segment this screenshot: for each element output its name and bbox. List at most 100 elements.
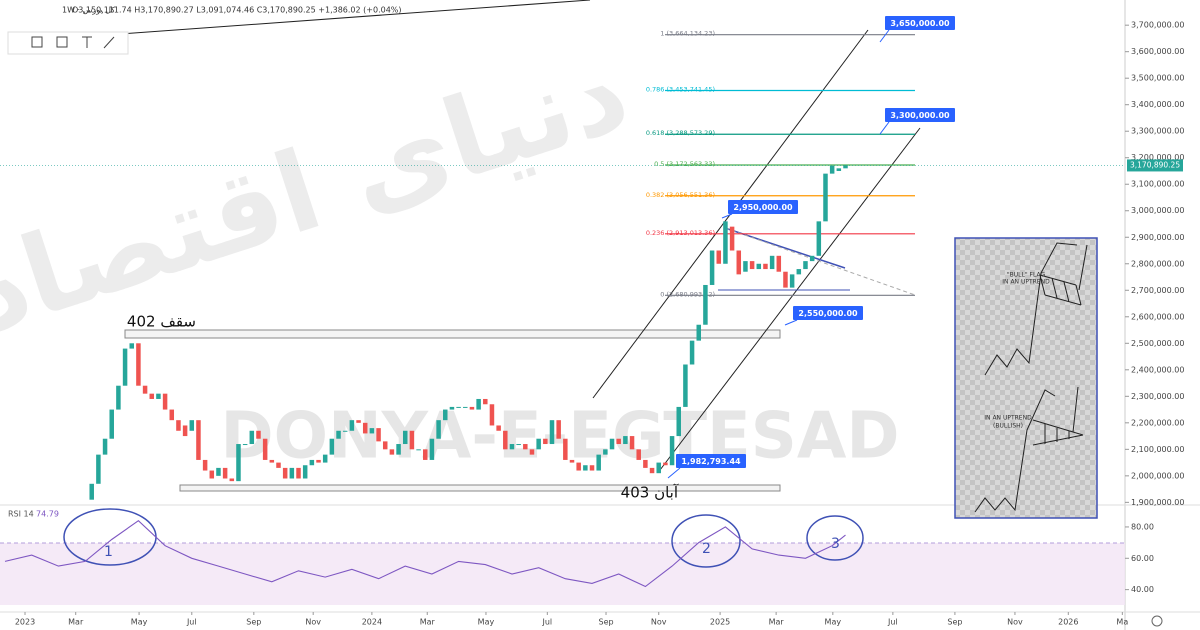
inset bbox=[954, 237, 1098, 519]
fib-label: 0.786 (3,453,741.45) bbox=[646, 85, 715, 93]
candle bbox=[516, 444, 521, 446]
candle bbox=[509, 444, 515, 450]
candle bbox=[816, 221, 822, 256]
rsi-circle bbox=[806, 515, 864, 561]
callout-pointer bbox=[667, 467, 681, 479]
candle bbox=[256, 430, 261, 439]
callout-label: 1,982,793.44 bbox=[681, 457, 741, 466]
candle bbox=[636, 449, 641, 460]
callout-label: 3,300,000.00 bbox=[890, 111, 950, 120]
rsi-value: 74.79 bbox=[36, 510, 59, 519]
candle bbox=[89, 483, 94, 500]
y-tick-label: 3,300,000.00 bbox=[1131, 127, 1184, 136]
inset-text: IN AN UPTREND bbox=[984, 415, 1032, 422]
candle bbox=[449, 406, 455, 410]
candle bbox=[836, 168, 842, 171]
x-tick-label: 2023 bbox=[15, 618, 35, 627]
y-tick-label: 2,500,000.00 bbox=[1131, 339, 1184, 348]
candle bbox=[296, 467, 301, 479]
candle bbox=[583, 465, 588, 471]
callout-pointer bbox=[721, 213, 733, 219]
candle bbox=[716, 250, 722, 264]
candle bbox=[102, 438, 108, 455]
candle bbox=[843, 165, 848, 169]
candle bbox=[129, 343, 134, 349]
note: آبان 403 bbox=[621, 484, 679, 502]
candle bbox=[703, 284, 708, 325]
rsi-band bbox=[0, 543, 1125, 605]
rsi-label: RSI 14 bbox=[8, 510, 34, 519]
fib-label: 1 (3,664,134.23) bbox=[660, 30, 715, 38]
tool-icon[interactable] bbox=[56, 36, 68, 48]
candle bbox=[329, 438, 335, 455]
candle bbox=[756, 263, 762, 270]
x-tick-label: Sep bbox=[598, 618, 613, 627]
y-tick-label: 3,000,000.00 bbox=[1131, 206, 1184, 215]
candle bbox=[656, 462, 661, 474]
candle bbox=[503, 430, 508, 450]
callout-box bbox=[885, 108, 955, 122]
candle bbox=[789, 274, 795, 288]
y-tick-label: 2,000,000.00 bbox=[1131, 471, 1184, 480]
resistance-zone bbox=[124, 329, 781, 339]
candle bbox=[222, 467, 228, 479]
candle bbox=[276, 462, 281, 468]
x-tick-label: Mar bbox=[420, 618, 436, 627]
candle bbox=[382, 441, 388, 450]
fib-label: 0.5 (3,172,563.33) bbox=[654, 160, 715, 168]
candle bbox=[396, 444, 401, 455]
candle bbox=[696, 324, 701, 341]
candle bbox=[376, 428, 381, 442]
candle bbox=[723, 221, 728, 264]
x-tick-label: Nov bbox=[651, 618, 667, 627]
candle bbox=[176, 420, 181, 431]
rsi-tick-label: 60.00 bbox=[1131, 554, 1154, 563]
candle bbox=[809, 255, 815, 262]
y-tick-label: 3,500,000.00 bbox=[1131, 74, 1184, 83]
ohlc: O3,150,111.74 H3,170,890.27 L3,091,074.4… bbox=[72, 6, 402, 15]
tool-icon[interactable] bbox=[103, 36, 115, 49]
callout-pointer bbox=[879, 29, 890, 43]
candle bbox=[336, 430, 341, 439]
callout-box bbox=[793, 306, 863, 320]
callout-box bbox=[885, 16, 955, 30]
candle bbox=[322, 454, 328, 463]
candle bbox=[476, 398, 481, 410]
circle-number: 1 bbox=[104, 544, 113, 560]
candle bbox=[389, 449, 395, 455]
candle bbox=[189, 420, 195, 431]
candle bbox=[202, 459, 208, 471]
fib-label: 0.236 (2,913,013.36) bbox=[646, 229, 715, 237]
x-tick-label: 2025 bbox=[710, 618, 730, 627]
candle bbox=[149, 393, 155, 399]
candle bbox=[342, 430, 348, 432]
callout-box bbox=[728, 200, 798, 214]
candle bbox=[116, 385, 121, 410]
tool-icon[interactable] bbox=[31, 36, 43, 48]
candle bbox=[603, 449, 608, 455]
rsi-tick-label: 40.00 bbox=[1131, 585, 1154, 594]
y-tick-label: 2,800,000.00 bbox=[1131, 259, 1184, 268]
candle bbox=[496, 425, 501, 431]
candle bbox=[649, 467, 655, 474]
candle bbox=[663, 462, 668, 466]
x-tick-label: Jul bbox=[887, 618, 898, 627]
x-tick-label: 2026 bbox=[1058, 618, 1078, 627]
candle bbox=[402, 430, 408, 445]
candle bbox=[743, 261, 748, 272]
tool-icon[interactable] bbox=[82, 36, 92, 48]
circle-number: 3 bbox=[831, 536, 840, 552]
settings-icon[interactable] bbox=[1151, 615, 1163, 627]
circle-number: 2 bbox=[702, 541, 711, 557]
y-tick-label: 2,600,000.00 bbox=[1131, 312, 1184, 321]
candle bbox=[122, 348, 128, 386]
candle bbox=[589, 465, 595, 471]
candle bbox=[409, 430, 415, 450]
x-tick-label: May bbox=[825, 618, 842, 627]
x-tick-label: May bbox=[131, 618, 148, 627]
x-tick-label: Nov bbox=[1007, 618, 1023, 627]
y-tick-label: 3,400,000.00 bbox=[1131, 100, 1184, 109]
fib-label: 0.618 (3,288,573.29) bbox=[646, 129, 715, 137]
toolbar bbox=[7, 31, 129, 55]
candle bbox=[689, 340, 695, 365]
